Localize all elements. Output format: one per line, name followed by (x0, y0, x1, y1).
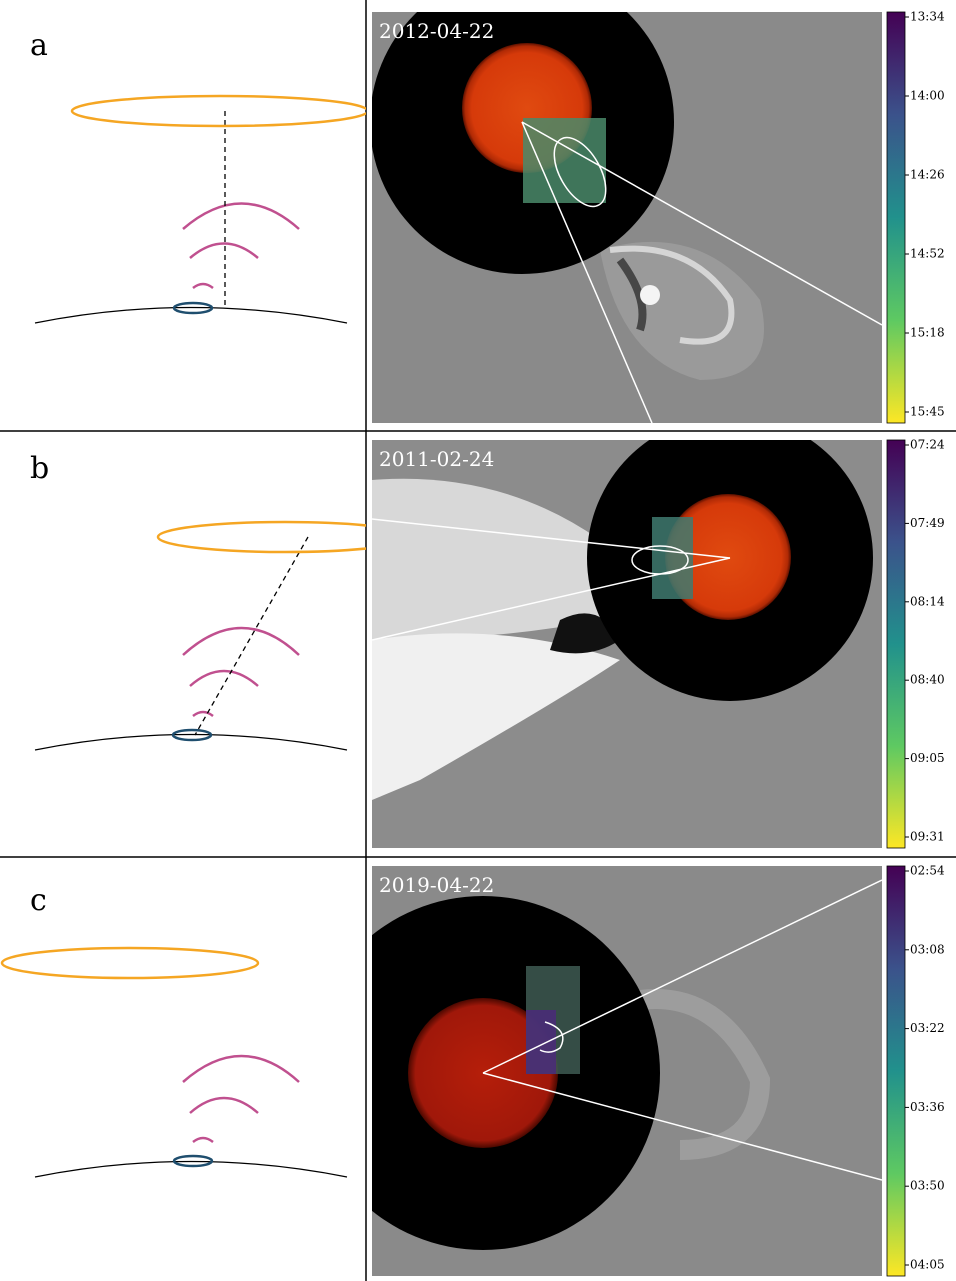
colorbar-tick-label: 14:26 (910, 168, 945, 182)
colorbar (887, 866, 905, 1276)
colorbar-tick-label: 09:05 (910, 751, 945, 765)
date-label: 2011-02-24 (379, 447, 494, 471)
panel-label: a (30, 28, 48, 63)
colorbar-tick-label: 09:31 (910, 830, 945, 844)
colorbar-tick-label: 03:08 (910, 942, 945, 956)
colorbar-tick-label: 08:14 (910, 594, 945, 608)
colorbar-tick-label: 03:50 (910, 1179, 945, 1193)
colorbar-tick-label: 14:52 (910, 247, 945, 261)
schematics (2, 96, 412, 1177)
figure: a 2012-04-22 13:34 14:00 14:26 14:52 15:18 15:4… (0, 0, 956, 1281)
date-label: 2012-04-22 (379, 19, 494, 43)
colorbar-tick-label: 07:24 (910, 438, 945, 452)
colorbar-tick-label: 07:49 (910, 516, 945, 530)
colorbar-tick-label: 08:40 (910, 673, 945, 687)
date-label: 2019-04-22 (379, 873, 494, 897)
image-b (372, 415, 882, 848)
colorbar-tick-label: 15:45 (910, 405, 945, 419)
colorbar-tick-label: 03:22 (910, 1021, 945, 1035)
image-a (370, 0, 882, 423)
colorbar (887, 440, 905, 848)
panel-label: c (30, 883, 47, 918)
colorbar-tick-label: 04:05 (910, 1258, 945, 1272)
colorbar-tick-label: 15:18 (910, 326, 945, 340)
colorbar (887, 12, 905, 423)
colorbar-tick-label: 14:00 (910, 89, 945, 103)
colorbar-tick-label: 02:54 (910, 864, 945, 878)
image-c (306, 866, 882, 1276)
colorbar-tick-label: 13:34 (910, 10, 945, 24)
panel-label: b (30, 451, 49, 486)
colorbar-tick-label: 03:36 (910, 1100, 945, 1114)
